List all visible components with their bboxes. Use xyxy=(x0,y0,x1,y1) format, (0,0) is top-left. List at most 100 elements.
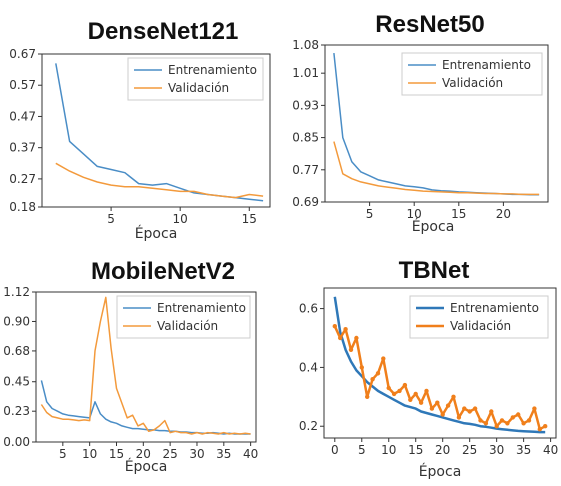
y-axis: 0.18 0.27 0.37 0.47 0.57 0.67 xyxy=(9,47,42,214)
legend: Entrenamiento Validación xyxy=(116,295,251,339)
data-point-val xyxy=(391,391,397,397)
data-point-val xyxy=(429,406,435,411)
data-point-val xyxy=(505,421,510,426)
x-tick-label: 15 xyxy=(408,443,423,457)
data-point-val xyxy=(521,421,526,426)
legend-box xyxy=(401,52,543,96)
y-tick-label: 0.85 xyxy=(292,131,319,145)
y-tick-label: 0.18 xyxy=(9,200,36,214)
y-tick-label: 0.6 xyxy=(299,302,318,316)
x-axis-label: Época xyxy=(419,463,462,480)
data-point-val xyxy=(343,327,348,332)
data-point-val xyxy=(462,406,467,411)
plot-frame xyxy=(324,44,549,203)
series-line-val xyxy=(333,141,540,196)
x-tick-label: 5 xyxy=(59,447,67,461)
chart-title: MobileNetV2 xyxy=(91,258,235,285)
data-point-val xyxy=(543,424,548,429)
legend-box xyxy=(409,295,549,339)
y-tick-label: 0.77 xyxy=(292,163,319,177)
data-point-val xyxy=(381,356,386,361)
legend-box xyxy=(127,57,264,101)
data-point-val xyxy=(456,415,462,420)
y-tick-label: 1.12 xyxy=(3,285,30,299)
data-point-val xyxy=(413,391,418,397)
y-tick-label: 0.69 xyxy=(292,195,319,209)
y-tick-label: 0.57 xyxy=(9,78,36,92)
x-tick-label: 35 xyxy=(216,447,231,461)
series-layer xyxy=(333,53,540,196)
data-point-val xyxy=(402,382,408,388)
y-axis: 0.69 0.77 0.85 0.93 1.01 1.08 xyxy=(292,38,325,209)
y-tick-label: 0.45 xyxy=(3,375,30,389)
x-axis-label: Época xyxy=(412,218,455,235)
x-tick-label: 40 xyxy=(243,447,258,461)
plot-frame xyxy=(323,287,557,439)
y-axis: 0.2 0.4 0.6 xyxy=(299,302,324,433)
data-point-val xyxy=(418,400,424,405)
data-point-val xyxy=(408,397,413,402)
data-point-val xyxy=(532,406,537,411)
data-point-val xyxy=(375,371,381,376)
x-tick-label: 30 xyxy=(189,447,204,461)
x-tick-label: 5 xyxy=(366,207,374,221)
y-tick-label: 0.4 xyxy=(299,360,318,374)
data-point-val xyxy=(440,412,445,417)
data-point-val xyxy=(478,418,483,423)
legend-label-val: Validación xyxy=(168,81,229,95)
x-tick-label: 15 xyxy=(242,212,257,226)
y-tick-label: 0.23 xyxy=(3,404,30,418)
legend-box xyxy=(116,295,251,339)
x-axis-label: Época xyxy=(125,458,168,475)
y-tick-label: 0.67 xyxy=(9,47,36,61)
y-tick-label: 0.47 xyxy=(9,109,36,123)
legend-label-val: Validación xyxy=(450,319,511,333)
legend-label-train: Entrenamiento xyxy=(442,58,531,72)
data-point-val xyxy=(354,335,359,341)
panel-densenet121: DenseNet121 0.18 0.27 0.37 0.47 0.57 0.67 5 10… xyxy=(9,18,271,242)
y-tick-label: 0.93 xyxy=(292,98,319,112)
panel-tbnet: TBNet 0.2 0.4 0.6 0 5 10 15 20 25 30 35 40 Época E… xyxy=(299,257,558,480)
data-point-val xyxy=(386,385,391,391)
data-point-val xyxy=(424,388,429,394)
data-point-val xyxy=(397,388,402,394)
data-point-val xyxy=(365,394,370,399)
plot-frame xyxy=(41,53,271,208)
x-tick-label: 25 xyxy=(163,447,178,461)
chart-title: TBNet xyxy=(399,257,470,284)
x-tick-label: 10 xyxy=(381,443,396,457)
x-tick-label: 20 xyxy=(496,207,511,221)
legend: Entrenamiento Validación xyxy=(127,57,264,101)
data-point-val xyxy=(510,415,515,420)
legend-label-train: Entrenamiento xyxy=(168,63,257,77)
series-line-val xyxy=(333,325,546,431)
data-point-val xyxy=(359,365,364,370)
series-line-val xyxy=(40,296,251,435)
plot-frame xyxy=(35,291,257,443)
y-tick-label: 0.00 xyxy=(3,435,30,449)
x-tick-label: 40 xyxy=(543,443,558,457)
data-point-val xyxy=(537,427,542,432)
legend-label-train: Entrenamiento xyxy=(450,301,539,315)
panel-mobilenetv2: MobileNetV2 0.00 0.23 0.45 0.68 0.90 1.12 5 10… xyxy=(3,258,258,475)
x-tick-label: 5 xyxy=(107,212,115,226)
series-layer xyxy=(332,296,548,434)
y-tick-label: 0.37 xyxy=(9,141,36,155)
x-tick-label: 10 xyxy=(407,207,422,221)
series-layer xyxy=(55,63,264,202)
data-point-val xyxy=(332,324,337,329)
chart-title: ResNet50 xyxy=(375,11,484,38)
y-axis: 0.00 0.23 0.45 0.68 0.90 1.12 xyxy=(3,285,36,449)
x-tick-label: 0 xyxy=(331,443,339,457)
chart-title: DenseNet121 xyxy=(88,18,239,45)
data-point-val xyxy=(370,377,375,382)
series-layer xyxy=(40,296,251,435)
x-tick-label: 20 xyxy=(136,447,151,461)
x-axis: 5 10 15 20 xyxy=(366,202,511,221)
y-tick-label: 1.08 xyxy=(292,38,319,52)
y-tick-label: 0.2 xyxy=(299,419,318,433)
data-point-val xyxy=(445,403,451,408)
y-tick-label: 0.27 xyxy=(9,172,36,186)
data-point-val xyxy=(348,347,354,352)
